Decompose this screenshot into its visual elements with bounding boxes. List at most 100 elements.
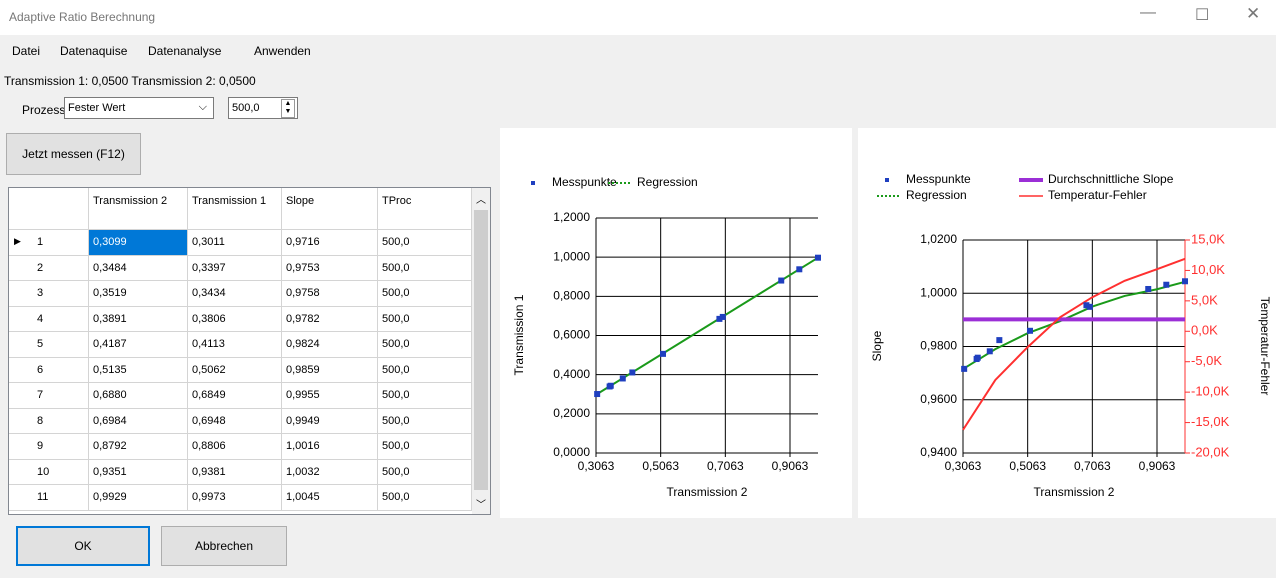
cell[interactable]: 0,3397 [188, 255, 282, 281]
cell[interactable]: 500,0 [378, 434, 472, 460]
cell[interactable]: 0,3099 [89, 230, 188, 256]
cell[interactable]: 500,0 [378, 459, 472, 485]
y2-tick-label: 5,0K [1191, 292, 1218, 307]
y2-tick-label: 15,0K [1191, 231, 1225, 246]
cell[interactable]: 0,3011 [188, 230, 282, 256]
legend-swatch [885, 178, 889, 182]
y-tick-label: 1,2000 [553, 210, 590, 224]
window-title: Adaptive Ratio Berechnung [9, 10, 156, 24]
corner-header [9, 188, 89, 230]
cell[interactable]: 0,5062 [188, 357, 282, 383]
cell[interactable]: 0,6849 [188, 383, 282, 409]
cell[interactable]: 0,9824 [282, 332, 378, 358]
ok-button[interactable]: OK [16, 526, 150, 566]
y2-tick-label: -10,0K [1191, 384, 1230, 399]
legend-label: Temperatur-Fehler [1048, 188, 1147, 202]
cell[interactable]: 500,0 [378, 485, 472, 511]
spinner[interactable]: ▲ ▼ [281, 99, 295, 118]
cell[interactable]: 0,9929 [89, 485, 188, 511]
row-header: 8 [9, 408, 89, 434]
y-tick-label: 0,8000 [553, 289, 590, 303]
cell[interactable]: 0,9753 [282, 255, 378, 281]
data-point [1182, 278, 1188, 285]
x-axis-label: Transmission 2 [1034, 485, 1115, 499]
scroll-thumb[interactable] [474, 210, 488, 490]
cell[interactable]: 0,9859 [282, 357, 378, 383]
y-axis-label: Transmission 1 [512, 294, 526, 375]
cell[interactable]: 0,3806 [188, 306, 282, 332]
cell[interactable]: 1,0016 [282, 434, 378, 460]
y-tick-label: 0,4000 [553, 367, 590, 381]
cell[interactable]: 0,3484 [89, 255, 188, 281]
x-tick-label: 0,5063 [1009, 459, 1046, 473]
legend-label: Regression [637, 175, 698, 189]
cell[interactable]: 500,0 [378, 255, 472, 281]
measure-button[interactable]: Jetzt messen (F12) [6, 133, 141, 175]
cell[interactable]: 0,9973 [188, 485, 282, 511]
menu-item[interactable]: Datei [12, 44, 41, 58]
value-text: 500,0 [232, 102, 260, 114]
cell[interactable]: 500,0 [378, 357, 472, 383]
scroll-up[interactable]: ︿ [476, 195, 486, 206]
cell[interactable]: 0,8792 [89, 434, 188, 460]
cell[interactable]: 0,3434 [188, 281, 282, 307]
cell[interactable]: 0,5135 [89, 357, 188, 383]
cell[interactable]: 0,6984 [89, 408, 188, 434]
minimize[interactable]: — [1140, 4, 1156, 21]
cell[interactable]: 0,3519 [89, 281, 188, 307]
y2-axis-label: Temperatur-Fehler [1258, 297, 1272, 396]
close[interactable]: ✕ [1246, 4, 1261, 23]
cell[interactable]: 0,9758 [282, 281, 378, 307]
legend-swatch [531, 181, 535, 185]
y2-tick-label: -5,0K [1191, 353, 1222, 368]
menu-item[interactable]: Datenanalyse [148, 44, 222, 58]
cell[interactable]: 500,0 [378, 281, 472, 307]
cell[interactable]: 1,0045 [282, 485, 378, 511]
maximize[interactable]: ☐ [1195, 7, 1210, 24]
cell[interactable]: 500,0 [378, 230, 472, 256]
y2-tick-label: 0,0K [1191, 323, 1218, 338]
row-header: 6 [9, 357, 89, 383]
cancel-button[interactable]: Abbrechen [161, 526, 287, 566]
cell[interactable]: 500,0 [378, 332, 472, 358]
menu-item[interactable]: Anwenden [254, 44, 311, 58]
cell[interactable]: 0,4113 [188, 332, 282, 358]
cell[interactable]: 0,9351 [89, 459, 188, 485]
title-bar: Adaptive Ratio Berechnung — ☐ ✕ [0, 0, 1276, 35]
scrollbar[interactable]: ︿ ﹀ [472, 188, 490, 514]
legend-label: Messpunkte [906, 172, 971, 186]
data-point [607, 382, 614, 389]
cell[interactable]: 0,9381 [188, 459, 282, 485]
cell[interactable]: 0,9782 [282, 306, 378, 332]
cell[interactable]: 0,9949 [282, 408, 378, 434]
cell[interactable]: 0,9716 [282, 230, 378, 256]
legend-label: Messpunkte [552, 175, 617, 189]
cell[interactable]: 0,6880 [89, 383, 188, 409]
chart-panel [858, 128, 1276, 518]
scroll-down[interactable]: ﹀ [476, 500, 486, 511]
cell[interactable]: 1,0032 [282, 459, 378, 485]
cell[interactable]: 0,3891 [89, 306, 188, 332]
data-point [716, 315, 723, 322]
value-input[interactable]: 500,0 ▲ ▼ [228, 97, 298, 119]
x-tick-label: 0,3063 [578, 459, 615, 473]
data-point [629, 369, 636, 376]
cell[interactable]: 0,4187 [89, 332, 188, 358]
column-header: Transmission 2 [89, 188, 188, 230]
series-line [963, 280, 1186, 370]
cell[interactable]: 0,6948 [188, 408, 282, 434]
data-point [659, 350, 666, 357]
row-header: 5 [9, 332, 89, 358]
cell[interactable]: 500,0 [378, 408, 472, 434]
cell[interactable]: 500,0 [378, 306, 472, 332]
cell[interactable]: 500,0 [378, 383, 472, 409]
process-label: Prozess [22, 103, 66, 117]
legend-label: Regression [906, 188, 967, 202]
cell[interactable]: 0,8806 [188, 434, 282, 460]
mode-select[interactable]: Fester Wert ⌵ [64, 97, 214, 119]
cell[interactable]: 0,9955 [282, 383, 378, 409]
data-point [619, 375, 626, 382]
menu-item[interactable]: Datenaquise [60, 44, 128, 58]
data-point [1026, 327, 1033, 334]
data-point [719, 313, 726, 320]
